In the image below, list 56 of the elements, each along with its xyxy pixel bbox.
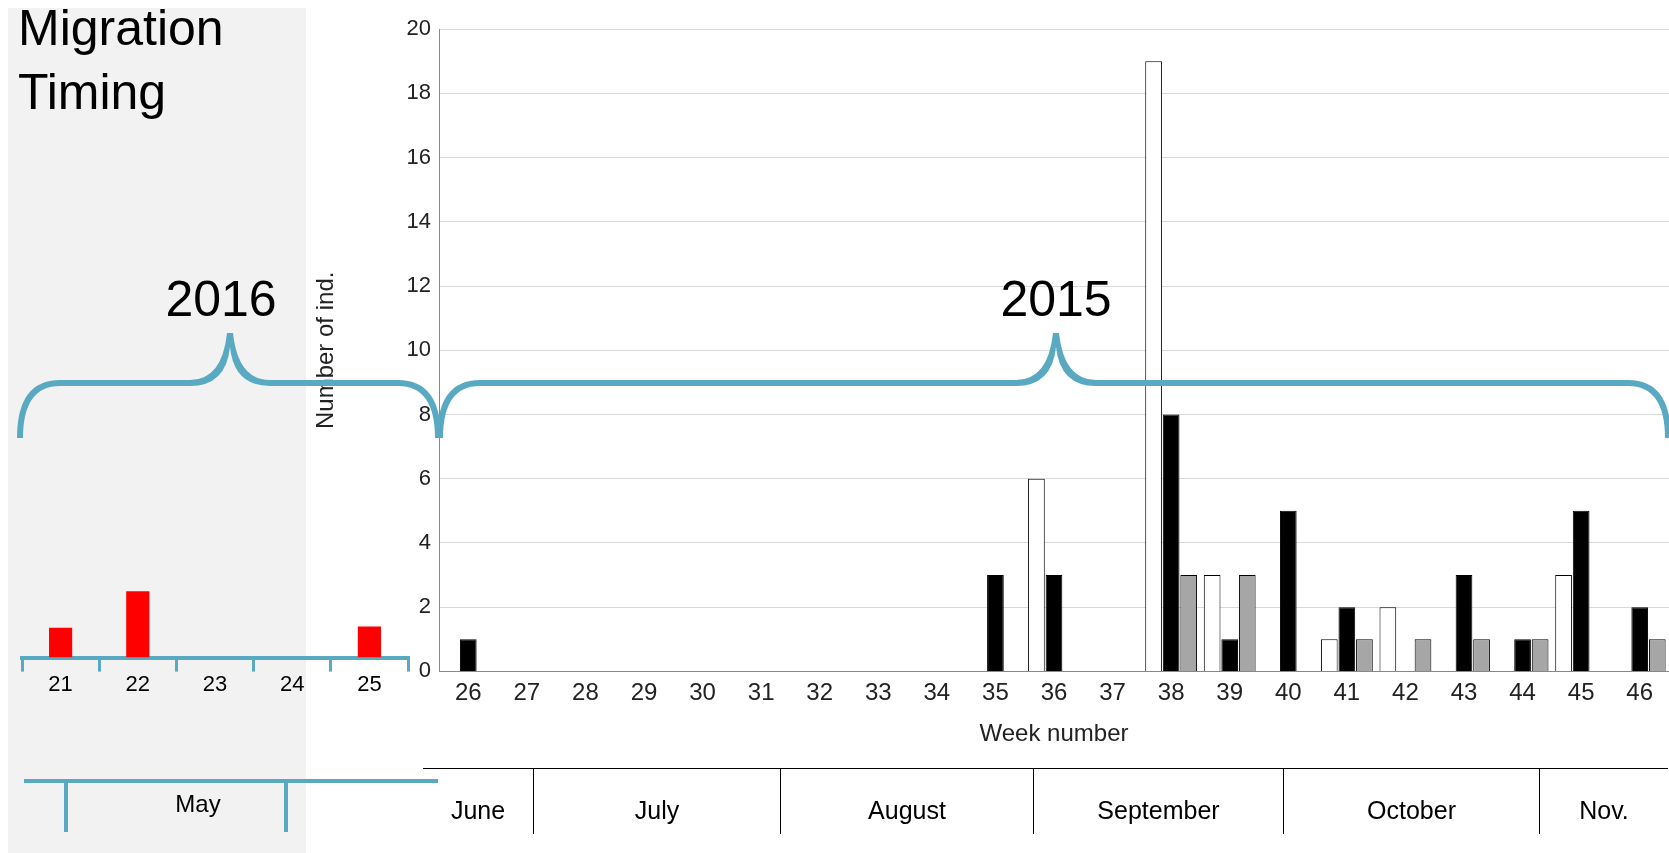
y-tick-label: 2 xyxy=(418,593,431,619)
bar xyxy=(1338,607,1356,671)
text: Nov. xyxy=(1579,796,1629,824)
x-tick-label: 25 xyxy=(357,670,382,696)
x-tick-label: 35 xyxy=(982,678,1009,706)
y-tick-label: 12 xyxy=(406,272,431,298)
x-tick-label: 42 xyxy=(1392,678,1419,706)
x-tick-label: 37 xyxy=(1099,678,1126,706)
chart-title: Migration Timing xyxy=(18,7,224,120)
text: June xyxy=(450,796,506,824)
y-tick-label: 20 xyxy=(406,15,431,41)
y-tick-label: 0 xyxy=(418,657,431,683)
x-tick-label: 41 xyxy=(1333,678,1361,706)
y-tick-label: 14 xyxy=(406,207,431,233)
x-tick-label: 22 xyxy=(125,670,151,696)
x-tick-label: 36 xyxy=(1040,678,1068,706)
bar xyxy=(1631,607,1649,671)
bar xyxy=(1279,510,1297,671)
x-tick-label: 28 xyxy=(572,678,599,706)
x-axis-title: Week number xyxy=(979,719,1129,747)
y-tick-label: 10 xyxy=(406,336,431,362)
x-tick-label: 30 xyxy=(689,678,716,706)
bar xyxy=(1455,575,1473,671)
x-tick-label: 38 xyxy=(1157,678,1185,706)
x-tick-label: 23 xyxy=(202,670,228,696)
x-tick-label: 44 xyxy=(1509,678,1536,706)
annotation: 2015 xyxy=(1000,271,1112,327)
x-tick-label: 21 xyxy=(48,670,73,696)
x-tick-label: 29 xyxy=(630,678,658,706)
x-tick-label: 40 xyxy=(1274,678,1302,706)
x-tick-label: 33 xyxy=(864,678,892,706)
y-tick-label: 8 xyxy=(418,400,431,426)
x-tick-label: 32 xyxy=(806,678,834,706)
x-tick-label: 45 xyxy=(1567,678,1595,706)
y-tick-label: 6 xyxy=(418,464,431,490)
x-tick-label: 39 xyxy=(1216,678,1244,706)
x-tick-label: 46 xyxy=(1626,678,1654,706)
text: May xyxy=(175,790,221,817)
bar xyxy=(987,575,1004,671)
x-tick-label: 24 xyxy=(279,670,305,696)
y-tick-label: 16 xyxy=(406,143,431,169)
bar xyxy=(459,639,477,671)
y-tick-label: 4 xyxy=(418,529,431,555)
text: 2016 xyxy=(165,271,277,327)
bar xyxy=(1572,510,1590,671)
text: July xyxy=(634,796,680,824)
bar xyxy=(1514,639,1531,671)
x-tick-label: 34 xyxy=(923,678,951,706)
y-tick-label: 18 xyxy=(406,79,431,105)
x-tick-label: 31 xyxy=(747,678,775,706)
text: October xyxy=(1367,796,1456,824)
x-tick-label: 27 xyxy=(513,678,541,706)
x-tick-label: 26 xyxy=(454,678,482,706)
text: August xyxy=(868,796,946,824)
x-tick-label: 43 xyxy=(1450,678,1478,706)
text: September xyxy=(1097,796,1220,824)
